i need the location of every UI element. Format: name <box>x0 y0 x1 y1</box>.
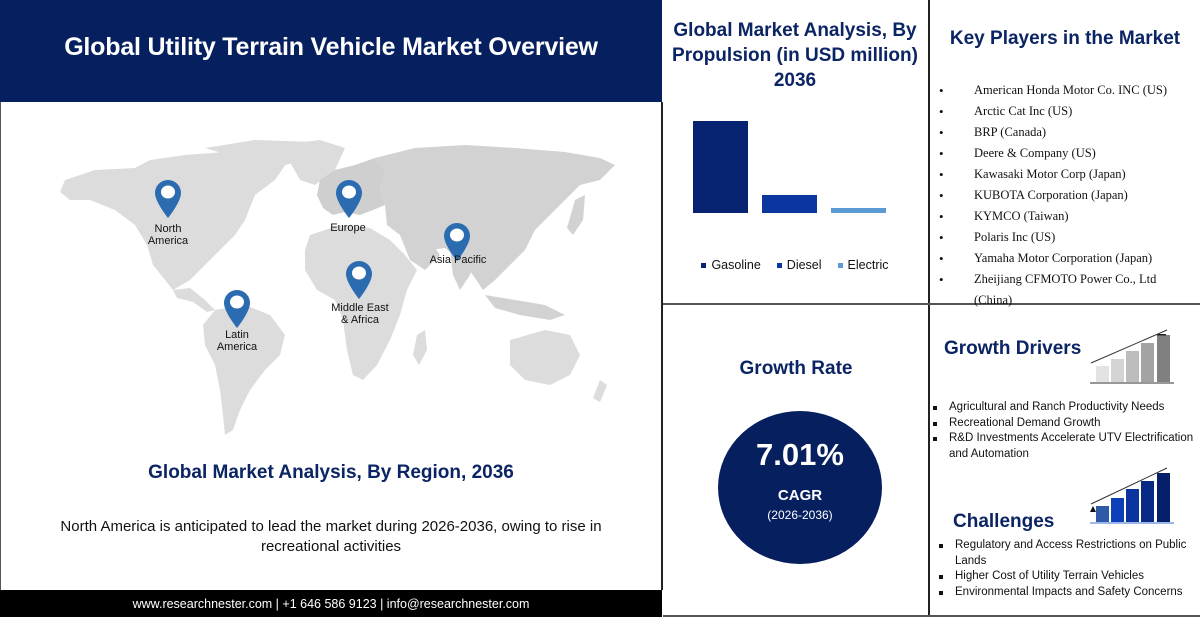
legend-swatch-icon <box>701 262 707 268</box>
key-player-item: Polaris Inc (US) <box>937 227 1197 248</box>
pin-label-europe: Europe <box>330 222 365 234</box>
cagr-period: (2026-2036) <box>767 508 833 522</box>
key-player-item: Kawasaki Motor Corp (Japan) <box>937 164 1197 185</box>
pin-label-line: North <box>154 223 182 235</box>
legend-item-electric: Electric <box>837 258 889 272</box>
cagr-label: CAGR <box>777 487 823 504</box>
map-pin-icon[interactable] <box>346 261 372 299</box>
growth-driver-item: Recreational Demand Growth <box>930 416 1198 432</box>
bar-gasoline <box>693 121 748 213</box>
challenges-bar-chart-icon <box>1090 467 1174 524</box>
bar-electric <box>831 208 886 213</box>
pin-label-line: & Africa <box>341 314 379 326</box>
pin-label-line: Middle East <box>331 302 389 314</box>
key-player-item: KUBOTA Corporation (Japan) <box>937 185 1197 206</box>
challenges-title: Challenges <box>953 511 1055 532</box>
legend-swatch-icon <box>776 262 782 268</box>
legend-label: Electric <box>847 258 889 272</box>
world-map: North America Europe Asia Pacific Middle… <box>55 140 635 440</box>
divider-vertical <box>928 0 930 617</box>
key-player-item: KYMCO (Taiwan) <box>937 206 1197 227</box>
page-title: Global Utility Terrain Vehicle Market Ov… <box>64 32 598 61</box>
pin-label-line: Latin <box>225 329 249 341</box>
challenge-item: Environmental Impacts and Safety Concern… <box>936 585 1198 601</box>
growth-bar-chart-icon <box>1090 329 1174 384</box>
cagr-value: 7.01% <box>756 437 844 472</box>
growth-driver-item: Agricultural and Ranch Productivity Need… <box>930 400 1198 416</box>
cagr-badge: 7.01% CAGR (2026-2036) <box>718 411 882 564</box>
growth-drivers-list: Agricultural and Ranch Productivity Need… <box>930 400 1198 462</box>
key-player-item: Yamaha Motor Corporation (Japan) <box>937 248 1197 269</box>
legend-item-diesel: Diesel <box>776 258 822 272</box>
legend-label: Diesel <box>786 258 822 272</box>
challenge-item: Regulatory and Access Restrictions on Pu… <box>936 538 1198 569</box>
pin-label-middle-east-africa: Middle East & Africa <box>331 302 388 326</box>
header-banner: Global Utility Terrain Vehicle Market Ov… <box>0 0 662 102</box>
map-pin-icon[interactable] <box>155 180 181 218</box>
map-pin-icon[interactable] <box>444 223 470 261</box>
key-players-list: American Honda Motor Co. INC (US) Arctic… <box>937 80 1197 311</box>
world-map-shape <box>60 140 615 435</box>
key-player-item: BRP (Canada) <box>937 122 1197 143</box>
divider-bottom <box>663 615 1200 617</box>
key-player-item: Deere & Company (US) <box>937 143 1197 164</box>
pin-label-line: America <box>147 235 189 247</box>
key-player-item: Zheijiang CFMOTO Power Co., Ltd (China) <box>937 269 1197 311</box>
key-players-title: Key Players in the Market <box>949 28 1181 49</box>
region-analysis-title: Global Market Analysis, By Region, 2036 <box>148 462 514 483</box>
pin-label-line: Europe <box>330 222 366 234</box>
divider-horizontal <box>663 303 1200 305</box>
growth-rate-title: Growth Rate <box>739 358 853 379</box>
key-player-item: American Honda Motor Co. INC (US) <box>937 80 1197 101</box>
challenge-item: Higher Cost of Utility Terrain Vehicles <box>936 569 1198 585</box>
footer-contact-bar: www.researchnester.com | +1 646 586 9123… <box>0 590 662 617</box>
left-panel-frame <box>0 102 663 590</box>
growth-driver-item: R&D Investments Accelerate UTV Electrifi… <box>930 431 1198 462</box>
propulsion-chart-title: Global Market Analysis, By Propulsion (i… <box>672 20 918 91</box>
pin-label-asia-pacific: Asia Pacific <box>430 254 487 266</box>
challenges-list: Regulatory and Access Restrictions on Pu… <box>936 538 1198 600</box>
legend-label: Gasoline <box>711 258 761 272</box>
map-pin-icon[interactable] <box>224 290 250 328</box>
legend-item-gasoline: Gasoline <box>701 258 761 272</box>
pin-label-north-america: North America <box>148 223 188 247</box>
pin-label-line: Asia Pacific <box>429 254 487 266</box>
key-player-item: Arctic Cat Inc (US) <box>937 101 1197 122</box>
pin-label-latin-america: Latin America <box>217 329 257 353</box>
pin-label-line: America <box>216 341 258 353</box>
bar-diesel <box>762 195 817 213</box>
legend-swatch-icon <box>837 262 843 268</box>
growth-drivers-title: Growth Drivers <box>944 338 1082 359</box>
chart-legend: Gasoline Diesel Electric <box>665 258 925 272</box>
region-analysis-description: North America is anticipated to lead the… <box>60 518 602 555</box>
map-pin-icon[interactable] <box>336 180 362 218</box>
